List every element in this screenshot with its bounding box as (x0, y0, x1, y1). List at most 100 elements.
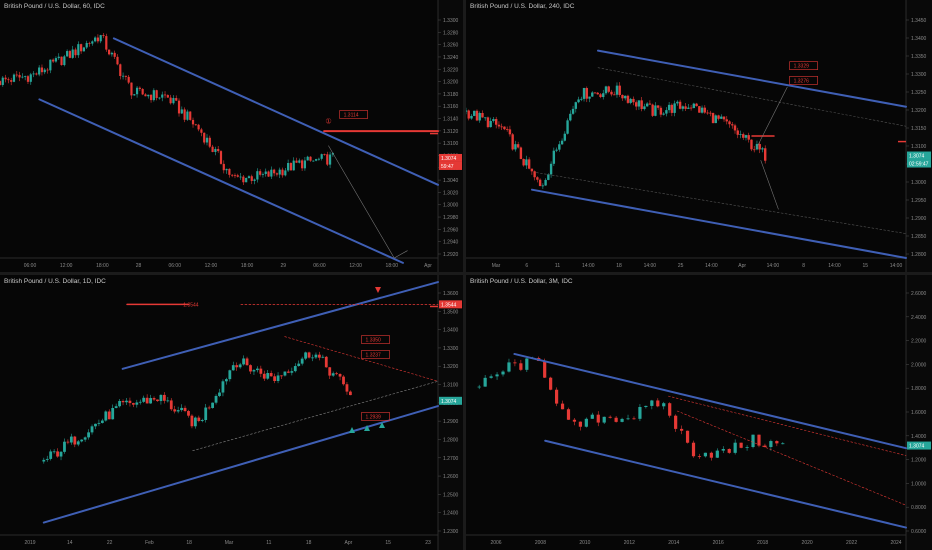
candle-body (560, 403, 565, 410)
candle-body (221, 381, 225, 393)
time-tick-label: 06:00 (313, 263, 326, 269)
candle-body (643, 106, 646, 110)
candle-body (747, 135, 750, 140)
candle-body (739, 442, 743, 448)
candle-body (711, 113, 715, 124)
time-tick-label: 2024 (890, 540, 901, 546)
candle-body (287, 163, 290, 171)
candle-body (750, 139, 753, 150)
candle-body (691, 442, 696, 457)
pane-divider-vertical[interactable] (463, 0, 466, 550)
candle-body (290, 371, 294, 373)
chart-canvas-60m[interactable]: 1.3300 1.3280 1.3260 1.3240 1.3220 1.3200 1.31… (0, 0, 463, 272)
candle-body (569, 113, 572, 121)
candle-body (162, 394, 166, 401)
price-tick-label: 1.2900 (911, 216, 927, 222)
candle-body (245, 178, 248, 183)
candle-body (60, 56, 63, 66)
pane-divider-horizontal[interactable] (0, 272, 932, 275)
candle-body (763, 445, 767, 448)
candle-body (15, 74, 18, 76)
candle-body (721, 448, 725, 451)
candle-body (489, 376, 493, 378)
time-tick-label: Feb (145, 540, 154, 546)
candle-body (761, 148, 764, 150)
candle-body (233, 175, 237, 177)
candle-body (145, 397, 149, 404)
price-tick-label: 1.8000 (911, 386, 927, 392)
candle-body (475, 110, 479, 121)
candle-body (141, 88, 144, 95)
projection-line (192, 380, 439, 451)
candle-body (563, 133, 567, 141)
candle-body (478, 112, 481, 121)
price-tick-label: 1.2400 (443, 511, 459, 517)
price-axis-strip (906, 0, 932, 272)
candle-body (87, 432, 90, 438)
candle-body (618, 85, 621, 95)
candle-body (175, 98, 178, 101)
candle-body (130, 82, 133, 96)
time-tick-label: 12:00 (60, 263, 73, 269)
candle-body (152, 90, 155, 101)
candle-body (158, 97, 161, 99)
time-tick-label: Apr (424, 263, 432, 269)
chart-canvas-240m[interactable]: 1.3450 1.3400 1.3350 1.3300 1.3250 1.3200 1.31… (466, 0, 932, 272)
chart-pane-1d[interactable]: 1.3600 1.3500 1.3400 1.3300 1.3200 1.3100 1.30… (0, 275, 463, 550)
price-tick-label: 1.3100 (443, 383, 459, 389)
candle-body (18, 74, 21, 78)
candle-body (46, 69, 49, 71)
candle-body (501, 371, 505, 375)
chart-canvas-1d[interactable]: 1.3600 1.3500 1.3400 1.3300 1.3200 1.3100 1.30… (0, 275, 463, 550)
time-tick-label: 18:00 (96, 263, 109, 269)
price-badge (439, 153, 462, 162)
price-tick-label: 1.3300 (911, 72, 927, 78)
candle-body (533, 171, 536, 178)
candle-body (147, 94, 150, 97)
candle-body (525, 358, 529, 370)
candle-body (211, 146, 214, 152)
candle-body (104, 411, 108, 421)
price-tick-label: 1.2850 (911, 234, 927, 240)
candle-body (256, 171, 259, 180)
level-line (668, 395, 907, 456)
candle-body (470, 115, 473, 119)
candle-body (503, 126, 506, 130)
price-badge-label: 1.3074 (909, 444, 925, 450)
candle-body (40, 67, 44, 73)
chart-pane-240m[interactable]: 1.3450 1.3400 1.3350 1.3300 1.3250 1.3200 1.31… (466, 0, 932, 272)
candle-body (578, 421, 582, 427)
candle-body (71, 49, 74, 58)
price-badge-label: 1.3074 (441, 399, 457, 405)
chart-pane-3m[interactable]: 2.6000 2.4000 2.2000 2.0000 1.8000 1.6000 1.40… (466, 275, 932, 550)
candle-body (514, 144, 517, 150)
candle-body (32, 73, 35, 75)
time-tick-label: 06:00 (24, 263, 37, 269)
candle-body (7, 79, 10, 81)
price-tick-label: 1.2960 (443, 227, 459, 233)
candle-body (114, 406, 118, 408)
candle-body (566, 409, 571, 420)
chart-pane-60m[interactable]: 1.3300 1.3280 1.3260 1.3240 1.3220 1.3200 1.31… (0, 0, 463, 272)
candle-body (76, 441, 80, 445)
candle-body (99, 35, 102, 42)
candle-body (757, 434, 761, 446)
candle-body (574, 102, 577, 109)
candle-body (228, 370, 232, 380)
candle-body (183, 109, 186, 120)
candle-body (549, 163, 553, 175)
channel-line (38, 98, 404, 264)
candle-body (169, 97, 172, 104)
candle-body (214, 395, 218, 403)
chart-canvas-3m[interactable]: 2.6000 2.4000 2.2000 2.0000 1.8000 1.6000 1.40… (466, 275, 932, 550)
candle-body (632, 98, 635, 103)
price-tick-label: 1.3500 (443, 309, 459, 315)
candle-body (714, 115, 717, 124)
time-tick-label: 8 (802, 263, 805, 269)
price-annotation-box (789, 76, 818, 85)
candle-body (193, 417, 197, 427)
candle-body (204, 407, 208, 421)
price-tick-label: 1.3400 (911, 36, 927, 42)
candle-body (121, 75, 125, 77)
candle-body (77, 44, 80, 56)
